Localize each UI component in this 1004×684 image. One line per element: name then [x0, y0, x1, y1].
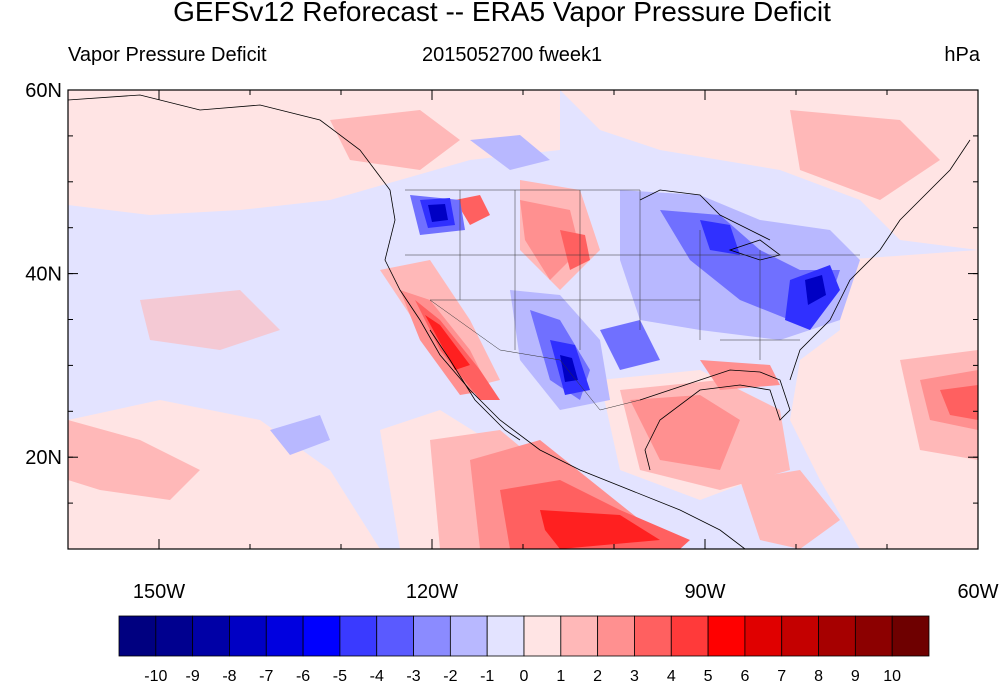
- colorbar-label: 7: [777, 668, 786, 684]
- colorbar-swatch: [229, 615, 267, 657]
- axis-ticks: 60N 40N 20N 150W 120W 90W 60W: [25, 80, 998, 603]
- deep-red-regions: [425, 315, 660, 549]
- deep-blue-regions: [428, 204, 826, 382]
- colorbar-swatch: [449, 615, 488, 657]
- map-title: GEFSv12 Reforecast -- ERA5 Vapor Pressur…: [173, 0, 831, 27]
- colorbar-label: -4: [370, 668, 384, 684]
- colorbar-label: 8: [814, 668, 823, 684]
- colorbar-swatch: [854, 615, 893, 657]
- political-borders: [405, 189, 860, 411]
- colorbar-swatch: [413, 615, 451, 657]
- lon-tick-label: 150W: [133, 581, 185, 603]
- colorbar-swatch: [523, 615, 562, 657]
- colorbar-swatch: [818, 615, 856, 657]
- lat-tick-label: 60N: [25, 80, 62, 102]
- colorbar-swatch: [560, 615, 599, 657]
- colorbar-swatch: [192, 615, 230, 657]
- colorbar-label: 1: [556, 668, 565, 684]
- colorbar-label: -2: [443, 668, 457, 684]
- colorbar-label: -3: [406, 668, 420, 684]
- forecast-time-label: 2015052700 fweek1: [422, 44, 603, 66]
- colorbar-swatch: [118, 615, 157, 657]
- colorbar-label: -6: [296, 668, 310, 684]
- colorbar-swatch: [486, 615, 525, 657]
- colorbar-swatch: [376, 615, 414, 657]
- colorbar-swatch: [302, 615, 341, 657]
- lat-tick-label: 20N: [25, 447, 62, 469]
- units-label: hPa: [944, 44, 980, 66]
- colorbar-swatch: [155, 615, 194, 657]
- vpd-anomaly-field: [68, 90, 978, 549]
- colorbar-label: 6: [740, 668, 749, 684]
- colorbar-label: 2: [593, 668, 602, 684]
- colorbar-label: 4: [667, 668, 676, 684]
- lon-tick-label: 90W: [684, 581, 725, 603]
- colorbar: -10 -9 -8 -7 -6 -5 -4 -3 -2 -1 0 1 2 3 4 5 6 7 8 9 10: [118, 615, 930, 684]
- colorbar-swatch: [670, 615, 709, 657]
- colorbar-swatch: [744, 615, 783, 657]
- colorbar-label: -8: [222, 668, 236, 684]
- colorbar-label: 0: [520, 668, 529, 684]
- colorbar-swatch: [707, 615, 746, 657]
- colorbar-label: -9: [186, 668, 200, 684]
- colorbar-label: 10: [883, 668, 901, 684]
- colorbar-label: -7: [259, 668, 273, 684]
- colorbar-swatch: [781, 615, 819, 657]
- colorbar-label: -10: [144, 668, 167, 684]
- colorbar-label: -1: [480, 668, 494, 684]
- coastlines: [68, 94, 971, 549]
- colorbar-swatch: [634, 615, 672, 657]
- colorbar-swatch: [597, 615, 635, 657]
- colorbar-label: 5: [704, 668, 713, 684]
- lat-tick-label: 40N: [25, 264, 62, 286]
- colorbar-label: 3: [630, 668, 639, 684]
- lon-tick-label: 120W: [406, 581, 458, 603]
- colorbar-swatch: [891, 615, 930, 657]
- variable-label: Vapor Pressure Deficit: [68, 44, 267, 66]
- colorbar-swatch: [265, 615, 304, 657]
- colorbar-swatch: [339, 615, 378, 657]
- lon-tick-label: 60W: [957, 581, 998, 603]
- colorbar-label: 9: [851, 668, 860, 684]
- colorbar-label: -5: [333, 668, 347, 684]
